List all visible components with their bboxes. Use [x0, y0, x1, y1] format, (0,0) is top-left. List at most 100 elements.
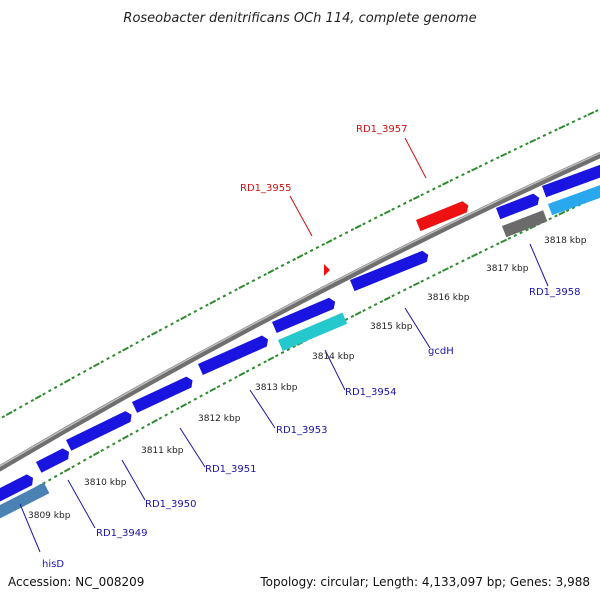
major-tick [325, 239, 333, 244]
gene-bar[interactable] [496, 192, 541, 220]
minor-tick [426, 276, 430, 280]
gene-bar[interactable] [36, 447, 72, 473]
minor-tick [135, 429, 139, 433]
major-tick [558, 124, 566, 130]
minor-tick [362, 222, 366, 226]
gene-bar[interactable] [350, 249, 431, 292]
minor-tick [373, 302, 378, 307]
major-tick [63, 467, 71, 473]
minor-tick [193, 309, 198, 313]
minor-tick [548, 131, 552, 135]
minor-tick [333, 237, 337, 241]
gene-label-RD1_3954[interactable]: RD1_3954 [345, 387, 396, 398]
gene-bar[interactable] [0, 473, 36, 504]
minor-tick [292, 257, 296, 262]
minor-tick [117, 439, 122, 443]
minor-tick [292, 344, 296, 349]
minor-tick [513, 233, 518, 238]
genome-backbone-highlight [0, 152, 600, 468]
minor-tick [437, 270, 442, 275]
major-tick [151, 330, 158, 336]
minor-tick [71, 376, 75, 380]
minor-tick [594, 109, 599, 113]
minor-tick [170, 322, 174, 326]
gene-label-RD1_3950[interactable]: RD1_3950 [145, 499, 196, 510]
minor-tick [77, 372, 81, 377]
minor-tick [77, 461, 81, 466]
gene-label-RD1_3958[interactable]: RD1_3958 [529, 287, 580, 298]
gene-label-RD1_3953[interactable]: RD1_3953 [276, 425, 327, 436]
kbp-label: 3813 kbp [255, 383, 298, 393]
minor-tick [490, 245, 494, 249]
minor-tick [100, 448, 104, 452]
minor-tick [129, 344, 134, 348]
major-tick [93, 362, 100, 368]
gene-track-other [0, 180, 600, 519]
minor-tick [228, 378, 232, 382]
accession-text: Accession: NC_008209 [8, 575, 144, 589]
minor-tick [583, 114, 587, 118]
minor-tick [187, 312, 192, 317]
minor-tick [525, 228, 529, 232]
gene-label-RD1_3955[interactable]: RD1_3955 [240, 183, 291, 194]
major-tick [412, 195, 420, 200]
minor-tick [245, 282, 250, 286]
gene-bar-gray[interactable] [502, 210, 548, 238]
major-tick [558, 210, 566, 216]
minor-tick [379, 213, 384, 217]
minor-tick [251, 279, 256, 283]
minor-tick [350, 228, 355, 232]
minor-tick [571, 206, 576, 210]
minor-tick [234, 288, 238, 292]
gene-label-gcdH[interactable]: gcdH [428, 346, 454, 357]
gene-bar[interactable] [132, 375, 195, 413]
major-tick [93, 451, 100, 457]
minor-tick [321, 242, 326, 247]
gene-arrow-red-small[interactable] [324, 264, 330, 276]
major-tick [383, 296, 391, 302]
minor-tick [257, 363, 262, 367]
minor-tick [577, 117, 582, 121]
major-tick [122, 434, 129, 440]
minor-tick [176, 319, 180, 323]
gene-label-RD1_3957[interactable]: RD1_3957 [356, 124, 407, 135]
gene-bar-steel[interactable] [0, 482, 50, 519]
minor-tick [484, 247, 488, 252]
minor-tick [158, 416, 163, 420]
minor-tick [426, 190, 430, 194]
gene-bar[interactable] [66, 409, 134, 451]
gene-bar[interactable] [272, 296, 337, 334]
minor-tick [548, 217, 552, 221]
minor-tick [507, 236, 512, 240]
minor-tick [519, 231, 523, 235]
minor-tick [245, 369, 250, 373]
gene-bar-red[interactable] [416, 200, 471, 232]
minor-tick [513, 147, 518, 151]
minor-tick [449, 265, 454, 269]
minor-tick [48, 478, 52, 482]
major-tick [5, 411, 13, 416]
minor-tick [432, 273, 436, 277]
minor-tick [18, 405, 23, 409]
minor-tick [565, 122, 570, 127]
gene-bar[interactable] [198, 334, 270, 375]
gene-label-hisD[interactable]: hisD [42, 559, 64, 570]
gene-label-RD1_3951[interactable]: RD1_3951 [205, 464, 256, 475]
gene-bar-cyan[interactable] [548, 180, 600, 216]
minor-tick [315, 245, 320, 250]
gene-label-RD1_3949[interactable]: RD1_3949 [96, 528, 147, 539]
minor-tick [286, 348, 291, 352]
gene-bar-teal[interactable] [278, 312, 348, 352]
minor-tick [525, 142, 529, 146]
minor-tick [507, 150, 512, 154]
minor-tick [82, 458, 87, 462]
gene-bar[interactable] [542, 161, 600, 198]
minor-tick [455, 175, 459, 180]
major-tick [238, 371, 246, 377]
minor-tick [274, 266, 279, 271]
minor-tick [1, 415, 6, 419]
kbp-label: 3818 kbp [544, 236, 587, 246]
major-tick [500, 152, 508, 158]
minor-tick [542, 133, 547, 138]
gene-track-forward [0, 161, 600, 504]
